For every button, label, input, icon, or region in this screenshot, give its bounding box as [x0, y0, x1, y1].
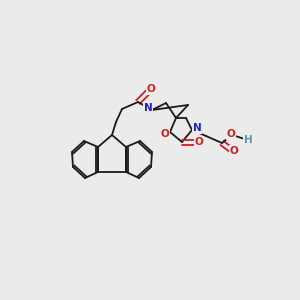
Text: O: O — [195, 137, 203, 147]
Text: O: O — [160, 129, 169, 139]
Text: O: O — [230, 146, 238, 156]
Text: O: O — [147, 84, 155, 94]
Text: O: O — [226, 129, 236, 139]
Text: N: N — [193, 123, 201, 133]
Text: H: H — [244, 135, 252, 145]
Text: N: N — [144, 103, 152, 113]
